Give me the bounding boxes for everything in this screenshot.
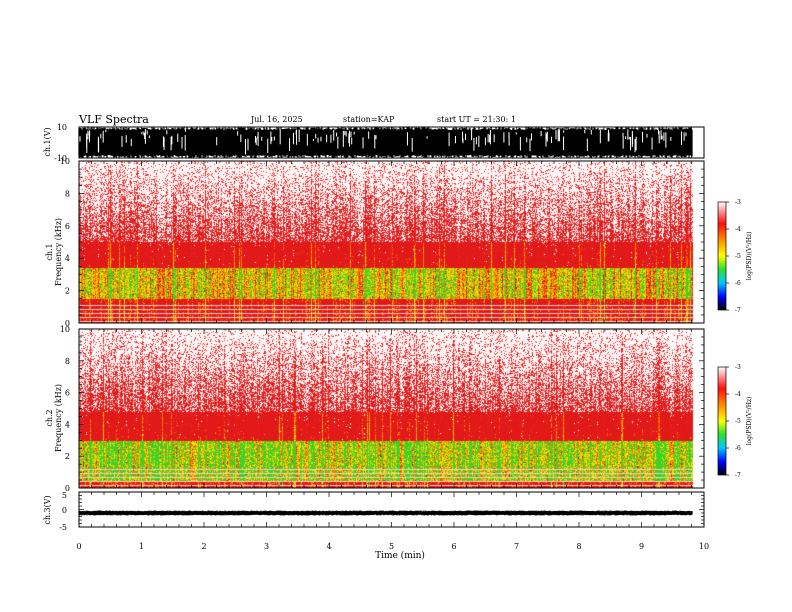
y-tick-label: 6: [65, 389, 70, 398]
y-tick-label: 8: [65, 189, 70, 198]
colorbar-tick-label: -3: [735, 199, 741, 206]
y-tick-label: 2: [65, 287, 70, 296]
x-tick-label: 6: [451, 542, 456, 551]
y-tick-label: 0: [65, 319, 70, 328]
date-label: Jul. 16, 2025: [250, 115, 303, 124]
ch1-waveform-ylabel: ch.1(V): [43, 127, 52, 156]
time-axis-ticks: [78, 127, 705, 527]
y-tick-label: 4: [65, 254, 70, 263]
ch1-colorbar: -3 -4 -5 -6 -7 log(PSD)(V²/Hz): [717, 199, 753, 314]
ch2-spectrogram-ylabel: Frequency (kHz): [54, 384, 63, 452]
ch2-colorbar-ticks: -3 -4 -5 -6 -7: [726, 364, 741, 479]
x-tick-label: 0: [76, 542, 81, 551]
ch2-spectrogram-image: [79, 329, 704, 488]
ch3-waveform-line: [78, 510, 693, 516]
colorbar-tick-label: -6: [735, 445, 741, 452]
colorbar-tick-label: -4: [735, 226, 741, 233]
ch3-waveform-frame: [78, 491, 705, 528]
time-axis-labels: 0 1 2 3 4 5 6 7 8 9 10: [76, 542, 709, 551]
x-tick-label: 8: [576, 542, 581, 551]
ch2-channel-label: ch.2: [45, 409, 54, 426]
x-tick-label: 10: [699, 542, 709, 551]
colorbar-tick-label: -3: [735, 364, 741, 371]
ch1-ytick-top: 10: [57, 123, 67, 132]
y-tick-label: 10: [60, 325, 70, 334]
ch1-waveform-trace: [78, 127, 693, 158]
ch1-colorbar-ticks: -3 -4 -5 -6 -7: [726, 199, 741, 314]
x-tick-label: 4: [326, 542, 331, 551]
y-tick-label: 6: [65, 222, 70, 231]
time-axis-title: Time (min): [375, 550, 425, 561]
y-tick-label: 8: [65, 357, 70, 366]
x-tick-label: 3: [264, 542, 269, 551]
ch3-waveform-ylabel: ch.3(V): [43, 495, 52, 524]
ch1-spectrogram-ylabel: Frequency (kHz): [54, 218, 63, 286]
colorbar-tick-label: -5: [735, 418, 741, 425]
colorbar-tick-label: -7: [735, 472, 741, 479]
ch2-colorbar: -3 -4 -5 -6 -7 log(PSD)(V²/Hz): [717, 364, 753, 479]
ch1-colorbar-gradient: [718, 202, 726, 310]
y-tick-label: 4: [65, 420, 70, 429]
ch1-spectrogram-image: [79, 161, 704, 323]
colorbar-tick-label: -5: [735, 253, 741, 260]
ch2-spectrogram-yticks: 0 2 4 6 8 10: [60, 325, 704, 493]
ch1-waveform-panel: 10 -10 ch.1(V): [43, 123, 705, 163]
ch3-ytick-top: 5: [62, 491, 67, 500]
x-tick-label: 9: [639, 542, 644, 551]
x-tick-label: 5: [389, 542, 394, 551]
ch1-waveform-gaps: [79, 129, 687, 155]
ch1-spectrogram-yticks: 0 2 4 6 8 10: [60, 157, 704, 328]
ch2-spectrogram-panel: 0 2 4 6 8 10 ch.2 Frequency (kHz): [45, 325, 705, 493]
x-tick-label: 2: [201, 542, 206, 551]
x-tick-label: 7: [514, 542, 519, 551]
ch3-waveform-panel: 5 0 -5 ch.3(V): [43, 491, 705, 532]
ch3-waveform-trace: [78, 491, 704, 528]
colorbar-tick-label: -7: [735, 307, 741, 314]
x-tick-label: 1: [139, 542, 144, 551]
figure-title: VLF Spectra: [78, 113, 149, 126]
ch3-ytick-mid: 0: [62, 506, 67, 515]
y-tick-label: 2: [65, 452, 70, 461]
start-time-label: start UT = 21:30: 1: [437, 115, 516, 124]
ch2-colorbar-gradient: [718, 367, 726, 475]
ch1-channel-label: ch.1: [45, 243, 54, 260]
station-label: station=KAP: [343, 115, 395, 124]
ch1-ytick-bottom: -10: [54, 154, 67, 163]
y-tick-label: 0: [65, 484, 70, 493]
ch1-colorbar-label: log(PSD)(V²/Hz): [746, 232, 753, 281]
colorbar-tick-label: -4: [735, 391, 741, 398]
ch2-colorbar-label: log(PSD)(V²/Hz): [746, 397, 753, 446]
ch1-spectrogram-panel: 0 2 4 6 8 10 ch.1 Frequency (kHz): [45, 157, 705, 328]
colorbar-tick-label: -6: [735, 280, 741, 287]
y-tick-label: 10: [60, 157, 70, 166]
ch3-ytick-bottom: -5: [59, 523, 67, 532]
